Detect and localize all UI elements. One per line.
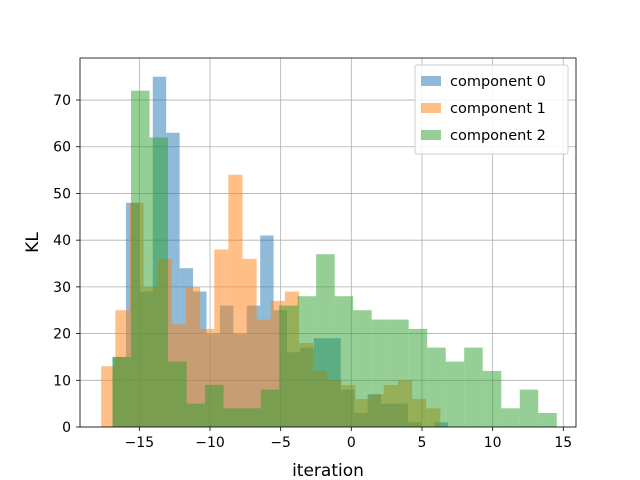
legend-box	[414, 64, 569, 155]
histogram-bar	[519, 389, 539, 427]
histogram-bar	[186, 403, 206, 427]
axes-frame	[79, 57, 577, 428]
histogram-bar	[279, 305, 298, 427]
x-axis-label: iteration	[292, 461, 364, 480]
axis-ticks: −15 −10 −5 0 5 10 15 0 10 20 30 40 50 60 70	[53, 93, 572, 451]
y-tick-label: 70	[53, 93, 71, 109]
x-tick-label: 0	[347, 435, 356, 451]
histogram-bar	[242, 258, 257, 427]
legend-entry: component 0	[450, 74, 546, 90]
x-tick-label: −10	[195, 435, 225, 451]
x-tick-label: 5	[418, 435, 427, 451]
histogram-bar	[297, 296, 317, 427]
histogram-bar	[260, 389, 280, 427]
histogram-bar	[185, 286, 201, 427]
legend-swatch	[421, 130, 441, 140]
histogram-bar	[445, 361, 465, 427]
y-tick-label: 10	[53, 373, 71, 389]
y-tick-label: 60	[53, 140, 71, 156]
histogram-bar	[334, 296, 354, 427]
histogram-bar	[371, 319, 391, 427]
histogram-bar	[131, 90, 150, 428]
histogram-bar	[205, 384, 224, 427]
y-tick-label: 0	[62, 420, 71, 436]
x-tick-label: 15	[554, 435, 572, 451]
y-axis-label: KL	[23, 232, 43, 253]
y-tick-label: 40	[53, 233, 71, 249]
histogram-bar	[168, 361, 187, 427]
series-2-bars	[112, 90, 557, 428]
x-tick-label: 10	[484, 435, 502, 451]
x-tick-label: −15	[125, 435, 155, 451]
histogram-bar	[464, 347, 483, 427]
histogram-bar	[390, 319, 409, 427]
x-tick-label: −5	[270, 435, 291, 451]
y-tick-label: 50	[53, 186, 71, 202]
y-tick-label: 30	[53, 280, 71, 296]
legend-swatch	[421, 76, 441, 86]
histogram-bar	[149, 137, 169, 427]
histogram-bar	[482, 370, 502, 427]
histogram-bar	[408, 328, 428, 427]
legend-swatch	[421, 103, 441, 113]
histogram-bar	[427, 347, 446, 427]
histogram-bar	[214, 249, 229, 427]
histogram-bar	[501, 408, 520, 427]
legend: component 0 component 1 component 2	[414, 64, 569, 155]
histogram-bar	[101, 366, 116, 427]
histogram-bar	[228, 174, 243, 427]
histogram-bar	[223, 408, 243, 427]
histogram-bar	[353, 310, 372, 427]
legend-entry: component 2	[450, 128, 546, 144]
histogram-bar	[316, 254, 335, 427]
histogram-bar	[242, 408, 261, 427]
histogram-bar	[538, 412, 557, 427]
histogram-bar	[112, 356, 132, 427]
y-tick-label: 20	[53, 327, 71, 343]
legend-entry: component 1	[450, 101, 546, 117]
histogram-bars	[101, 76, 557, 428]
